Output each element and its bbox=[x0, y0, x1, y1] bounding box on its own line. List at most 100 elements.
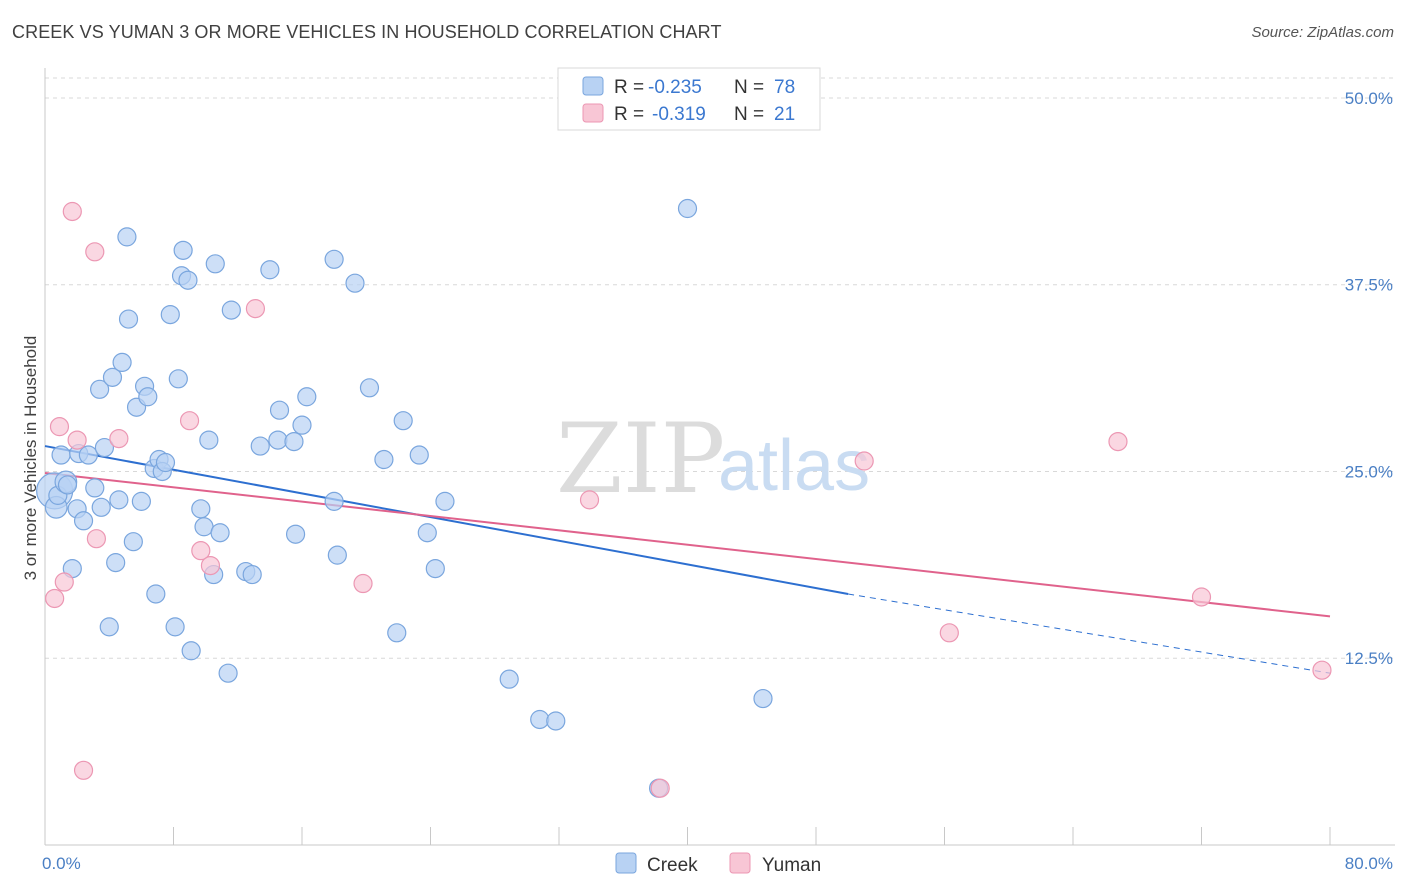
yuman-point bbox=[85, 242, 105, 262]
yuman-point bbox=[67, 430, 87, 450]
yuman-point bbox=[1191, 587, 1212, 607]
creek-point bbox=[191, 499, 211, 519]
x-tick-labels: 0.0% 80.0% bbox=[42, 854, 1393, 873]
creek-point bbox=[530, 709, 550, 730]
yuman-point bbox=[179, 411, 200, 431]
creek-point bbox=[324, 249, 344, 269]
creek-point bbox=[131, 491, 151, 511]
x-tick-label-1: 80.0% bbox=[1345, 854, 1393, 873]
yuman-point bbox=[245, 299, 266, 319]
legend-yuman-r-label: R = bbox=[614, 104, 644, 125]
creek-point bbox=[94, 437, 115, 458]
creek-point bbox=[102, 367, 123, 387]
watermark-atlas: atlas bbox=[718, 426, 870, 506]
creek-trendline bbox=[44, 445, 849, 595]
trendlines bbox=[44, 445, 1331, 674]
creek-point bbox=[284, 431, 304, 452]
creek-point bbox=[285, 524, 306, 544]
yuman-point bbox=[73, 760, 94, 780]
creek-point bbox=[753, 688, 773, 709]
creek-point bbox=[297, 387, 317, 407]
y-tick-labels: 12.5% 25.0% 37.5% 50.0% bbox=[1345, 89, 1393, 668]
creek-point bbox=[57, 475, 78, 495]
legend: R = -0.235 N = 78 R = -0.319 N = 21 bbox=[557, 67, 821, 131]
source-label: Source: ZipAtlas.com bbox=[1251, 24, 1394, 41]
data-points bbox=[36, 198, 1332, 798]
y-tick-label-1: 25.0% bbox=[1345, 462, 1393, 481]
creek-point bbox=[160, 304, 180, 325]
yuman-point bbox=[200, 556, 221, 576]
creek-point bbox=[205, 254, 225, 274]
creek-point bbox=[250, 436, 270, 456]
creek-point bbox=[165, 617, 185, 637]
yuman-point bbox=[45, 588, 65, 609]
creek-point bbox=[173, 240, 193, 260]
yuman-point bbox=[579, 490, 600, 510]
legend-creek-r-value: -0.235 bbox=[648, 77, 702, 98]
creek-point bbox=[123, 532, 143, 552]
creek-point bbox=[409, 445, 429, 465]
yuman-point bbox=[1312, 660, 1332, 680]
bottom-legend-swatch-yuman bbox=[729, 852, 751, 874]
legend-swatch-yuman bbox=[582, 103, 604, 123]
creek-point bbox=[387, 623, 407, 643]
creek-point bbox=[268, 430, 288, 450]
creek-point bbox=[51, 445, 71, 465]
creek-point bbox=[73, 511, 94, 531]
y-tick-label-0: 12.5% bbox=[1345, 649, 1393, 668]
creek-point bbox=[345, 273, 365, 293]
creek-point bbox=[327, 545, 347, 565]
y-tick-label-3: 50.0% bbox=[1345, 89, 1393, 108]
creek-point bbox=[90, 379, 110, 399]
creek-point bbox=[109, 490, 129, 510]
legend-swatch-creek bbox=[582, 76, 604, 96]
creek-point bbox=[118, 309, 139, 329]
creek-point bbox=[178, 270, 198, 290]
creek-point bbox=[269, 400, 290, 420]
creek-point bbox=[435, 491, 455, 511]
yuman-point bbox=[49, 417, 70, 437]
yuman-point bbox=[353, 573, 373, 594]
y-axis-label: 3 or more Vehicles in Household bbox=[21, 336, 40, 581]
creek-point bbox=[210, 523, 230, 543]
creek-point bbox=[117, 227, 137, 247]
creek-point bbox=[168, 369, 188, 389]
creek-point bbox=[359, 378, 380, 398]
creek-point bbox=[218, 663, 238, 683]
creek-point bbox=[112, 352, 132, 373]
yuman-point bbox=[939, 623, 959, 643]
creek-point bbox=[85, 478, 105, 498]
yuman-point bbox=[191, 541, 211, 561]
creek-point bbox=[417, 523, 437, 543]
creek-point bbox=[99, 617, 119, 637]
creek-point bbox=[194, 517, 214, 537]
creek-point bbox=[146, 584, 166, 604]
chart-title: CREEK VS YUMAN 3 OR MORE VEHICLES IN HOU… bbox=[12, 22, 722, 42]
yuman-trendline bbox=[44, 471, 1331, 618]
creek-trendline-extension bbox=[848, 593, 1331, 674]
creek-point bbox=[292, 415, 312, 435]
creek-point bbox=[393, 411, 413, 431]
yuman-point bbox=[854, 451, 874, 471]
creek-point bbox=[677, 198, 698, 219]
legend-yuman-n-value: 21 bbox=[774, 104, 795, 125]
creek-point bbox=[78, 445, 98, 465]
legend-yuman-n-label: N = bbox=[734, 104, 764, 125]
creek-point bbox=[91, 497, 111, 517]
creek-point bbox=[374, 449, 394, 470]
creek-point bbox=[106, 553, 126, 573]
bottom-legend-yuman: Yuman bbox=[762, 855, 821, 876]
yuman-point bbox=[62, 201, 82, 222]
creek-point bbox=[199, 430, 219, 450]
watermark: ZIP atlas bbox=[556, 403, 870, 515]
x-tick-label-0: 0.0% bbox=[42, 854, 81, 873]
yuman-point bbox=[109, 429, 129, 449]
yuman-point bbox=[86, 529, 107, 549]
bottom-legend-creek: Creek bbox=[647, 855, 698, 876]
yuman-point bbox=[1108, 431, 1128, 452]
creek-point bbox=[181, 641, 201, 661]
creek-point bbox=[138, 387, 158, 407]
yuman-point bbox=[54, 572, 74, 592]
bottom-legend-swatch-creek bbox=[615, 852, 637, 874]
